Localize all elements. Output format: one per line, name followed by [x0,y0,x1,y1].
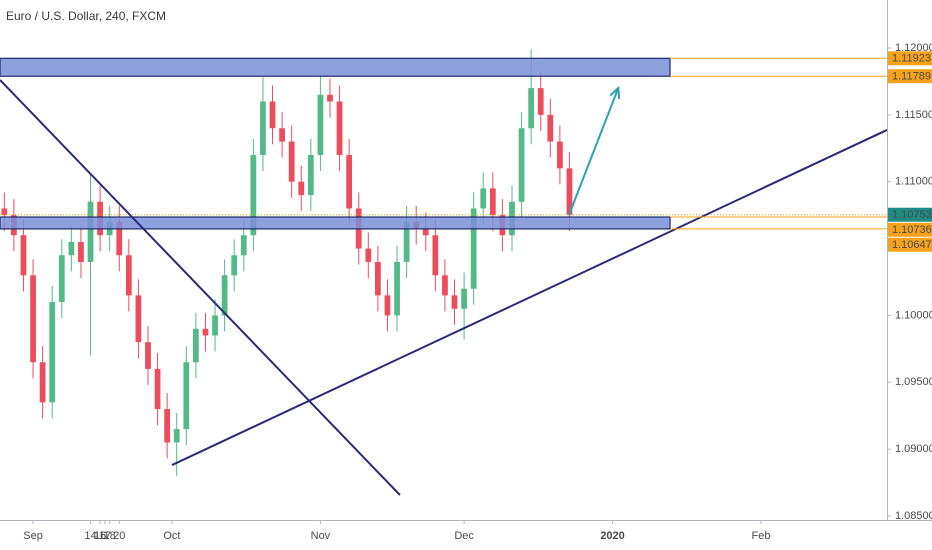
candle-body [221,275,228,316]
candle-body [231,255,238,276]
x-tick-label: Dec [454,530,474,542]
candle-body [432,235,439,276]
candle-body [346,154,353,209]
candle-body [480,188,487,209]
candle-body [87,201,94,262]
candle-body [528,88,535,129]
price-label: 1.10736 [892,224,932,236]
x-tick-label: 20 [113,530,125,542]
candle-body [489,188,496,216]
candle-body [116,221,123,256]
candle-body [403,221,410,262]
plot-area [0,49,887,496]
candle-body [279,128,285,142]
candle-body [78,241,84,262]
price-label-box [888,207,932,222]
y-tick-label: 1.12000 [895,42,932,54]
candle-body [317,94,324,155]
candle-body [518,128,525,202]
price-label: 1.11923 [892,53,931,65]
arrow-head [609,85,621,100]
x-tick-label: Feb [752,530,771,542]
x-tick-label: 16 [94,530,106,542]
arrow-line [568,87,620,216]
candle-body [250,154,257,236]
candle-body [135,295,142,343]
candle-body [240,235,247,256]
candle-body [557,141,563,169]
chart-title: Euro / U.S. Dollar, 240, FXCM [6,9,166,23]
candle-body [154,368,161,410]
candle-body [164,409,171,443]
candle-body [307,154,314,196]
candle-body [365,248,372,262]
zone [0,57,671,77]
candle-body [269,101,276,129]
x-tick-label: Oct [163,530,180,542]
y-tick-label: 1.10000 [895,309,932,321]
price-label: 1.10753 [892,209,932,221]
y-tick-label: 1.09500 [895,376,932,388]
candle-body [375,261,381,296]
candle-body [20,235,27,276]
x-tick-label: Nov [311,530,331,542]
candle-body [68,241,75,256]
candle-body [145,342,151,369]
y-tick-label: 1.11500 [895,109,932,121]
y-tick-label: 1.11000 [895,176,932,188]
trendline [171,129,887,466]
price-label-box [888,69,932,84]
candle-body [298,181,305,196]
candle-body [202,328,209,336]
candle-body [288,141,295,182]
candle-body [537,88,544,115]
x-tick-label: Sep [23,530,43,542]
candle-body [442,275,448,296]
candle-body [336,101,343,155]
price-label-box [888,237,932,252]
price-label: 1.11789 [892,71,931,83]
x-tick-label: 17 [99,530,111,542]
candle-body [212,315,218,336]
price-label: 1.10647 [892,239,932,251]
candle-body [327,94,333,102]
candle-body [384,295,391,316]
candle-body [461,288,467,309]
candle-body [125,255,132,296]
candle-body [547,114,554,142]
candle-body [39,362,46,403]
trendline [0,79,401,496]
y-tick-label: 1.09000 [895,443,932,455]
zone [0,216,671,230]
price-label-box [888,51,932,66]
x-tick-label: 2020 [600,530,624,542]
candle-body [173,429,180,443]
candle-body [30,275,36,363]
candle-body [49,302,56,403]
candle-body [1,208,8,216]
candle-body [193,328,199,363]
price-label-box [888,222,932,237]
candle-body [183,362,190,430]
candle-body [422,228,429,236]
x-tick-label: 16 [94,530,106,542]
candle-body [566,168,573,216]
x-tick-label: 14 [84,530,96,542]
candle-body [394,261,400,316]
y-tick-label: 1.08500 [895,510,932,522]
candle-body [260,101,266,155]
candle-body [451,295,458,309]
candle-body [58,255,65,303]
candle-body [470,208,477,289]
x-tick-label: 18 [104,530,116,542]
